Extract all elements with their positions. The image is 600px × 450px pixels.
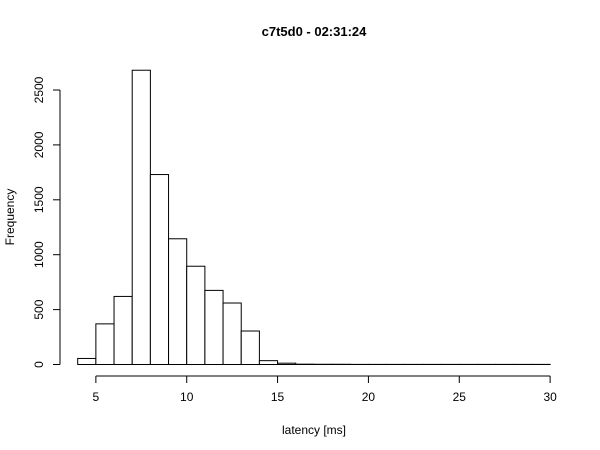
x-tick-label: 5: [93, 390, 100, 404]
histogram-bar-3: [131, 69, 151, 366]
x-tick-label: 10: [180, 390, 194, 404]
y-tick-label: 2500: [32, 76, 46, 103]
histogram-bar-0: [77, 357, 97, 365]
histogram-bar-4: [149, 174, 170, 365]
histogram-bar-5: [168, 238, 188, 366]
y-tick-label: 1500: [32, 186, 46, 213]
histogram-bar-11: [277, 362, 297, 366]
y-tick-label: 2000: [32, 131, 46, 158]
x-axis-label: latency [ms]: [282, 423, 346, 437]
x-tick-label: 30: [543, 390, 557, 404]
y-tick-label: 1000: [32, 241, 46, 268]
y-axis-label: Frequency: [3, 189, 17, 246]
x-tick-label: 20: [362, 390, 376, 404]
x-tick-label: 15: [271, 390, 285, 404]
x-tick-label: 25: [453, 390, 467, 404]
histogram-bar-1: [95, 323, 115, 365]
y-tick-label: 0: [32, 361, 46, 368]
chart-title: c7t5d0 - 02:31:24: [262, 24, 368, 39]
x-axis: 5 10 15 20 25 30: [93, 375, 557, 404]
bars-group: [77, 69, 551, 366]
histogram-bar-6: [186, 265, 206, 366]
y-tick-label: 500: [32, 299, 46, 319]
histogram-bar-9: [240, 330, 260, 365]
y-axis: 0 500 1000 1500 2000 2500: [32, 76, 61, 368]
histogram-bar-7: [204, 289, 224, 366]
histogram-bar-10: [258, 360, 279, 366]
histogram-bar-8: [222, 302, 242, 365]
histogram-bar-2: [113, 295, 133, 366]
